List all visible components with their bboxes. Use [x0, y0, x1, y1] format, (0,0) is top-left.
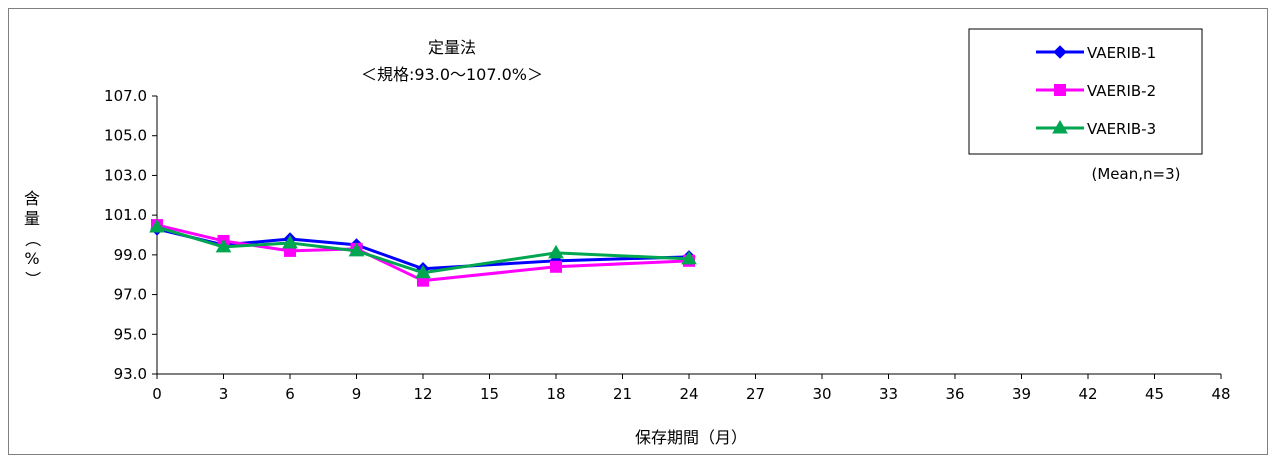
- data-point: [282, 234, 298, 249]
- x-tick-label: 9: [352, 385, 362, 403]
- legend-label: VAERIB-2: [1087, 82, 1156, 100]
- x-tick-label: 18: [546, 385, 565, 403]
- x-tick-label: 48: [1211, 385, 1230, 403]
- legend-marker: [1053, 45, 1067, 59]
- y-axis-title-char: %: [24, 249, 39, 268]
- x-tick-label: 24: [679, 385, 698, 403]
- x-tick-label: 12: [413, 385, 432, 403]
- y-tick-label: 103.0: [104, 166, 147, 184]
- chart-frame: 107.0 105.0 103.0 101.0 99.0 97.0 95.0 93.0 0 3 6 9…: [8, 8, 1268, 455]
- y-axis-title-char: （: [23, 231, 42, 247]
- legend: VAERIB-1 VAERIB-2 VAERIB-3: [968, 28, 1203, 155]
- x-axis-title: 保存期間（月）: [635, 428, 747, 447]
- legend-marker: [1052, 120, 1068, 134]
- data-point: [149, 219, 165, 233]
- series-layer: [149, 219, 697, 287]
- y-tick-label: 107.0: [104, 87, 147, 105]
- x-tick-label: 30: [812, 385, 831, 403]
- x-tick-label: 27: [746, 385, 765, 403]
- y-tick-label: 105.0: [104, 127, 147, 145]
- data-point: [215, 238, 232, 253]
- legend-item: VAERIB-1: [1036, 44, 1156, 62]
- legend-marker: [1054, 84, 1066, 96]
- legend-item: VAERIB-3: [1036, 120, 1156, 138]
- x-tick-label: 3: [219, 385, 229, 403]
- x-tick-label: 36: [945, 385, 964, 403]
- legend-label: VAERIB-3: [1087, 120, 1156, 138]
- x-tick-label: 21: [613, 385, 632, 403]
- x-tick-label: 0: [152, 385, 162, 403]
- x-tick-label: 45: [1145, 385, 1164, 403]
- data-point: [548, 244, 564, 259]
- legend-box: [968, 28, 1203, 155]
- y-axis-title-char: 量: [24, 209, 40, 228]
- y-axis-title-char: 含: [24, 189, 40, 208]
- data-point: [415, 264, 431, 279]
- x-tick-label: 39: [1012, 385, 1031, 403]
- x-tick-label: 6: [285, 385, 295, 403]
- legend-item: VAERIB-2: [1036, 82, 1156, 100]
- data-point: [348, 242, 365, 257]
- chart-title: 定量法: [428, 38, 476, 57]
- y-tick-label: 101.0: [104, 206, 147, 224]
- y-tick-label: 95.0: [114, 325, 147, 343]
- series-vaerib-3: [149, 219, 697, 279]
- y-tick-label: 99.0: [114, 246, 147, 264]
- y-axis-title-char: ）: [23, 271, 42, 287]
- x-tick-label: 42: [1078, 385, 1097, 403]
- legend-label: VAERIB-1: [1087, 44, 1156, 62]
- y-tick-label: 93.0: [114, 365, 147, 383]
- x-tick-label: 33: [879, 385, 898, 403]
- mean-note: (Mean,n=3): [1092, 165, 1181, 183]
- x-tick-label: 15: [480, 385, 499, 403]
- chart-subtitle: ＜規格:93.0〜107.0%＞: [361, 65, 543, 84]
- y-axis-title: 含量 （% ）: [23, 189, 42, 287]
- y-tick-label: 97.0: [114, 286, 147, 304]
- data-point: [550, 260, 562, 273]
- data-point: [681, 250, 697, 265]
